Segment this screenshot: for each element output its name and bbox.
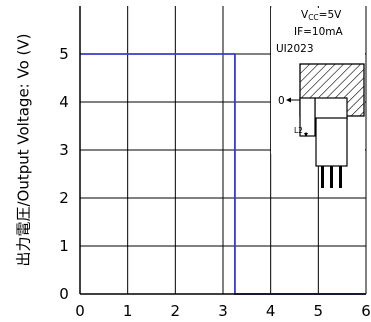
sensor-pin <box>330 166 333 188</box>
y-axis-label: 出力電圧/Output Voltage: Vo (V) <box>15 33 33 266</box>
y-tick-label: 0 <box>59 285 69 303</box>
y-tick-label: 5 <box>59 45 69 63</box>
y-tick-label: 4 <box>59 93 69 111</box>
annotation-if: IF=10mA <box>294 26 344 38</box>
annotation-zero: 0 <box>278 95 285 107</box>
x-tick-labels: 0 1 2 3 4 5 6 <box>75 302 371 320</box>
annotation-l2: L2 <box>294 126 303 135</box>
y-tick-label: 2 <box>59 189 69 207</box>
x-tick-label: 6 <box>361 302 371 320</box>
x-tick-label: 4 <box>266 302 276 320</box>
sensor-pin <box>321 166 324 188</box>
sensor-body <box>316 118 347 166</box>
x-tick-label: 5 <box>314 302 324 320</box>
sensor-pin <box>339 166 342 188</box>
annotation-model: UI2023 <box>276 43 314 55</box>
y-tick-labels: 0 1 2 3 4 5 <box>59 45 69 303</box>
sensor-slot <box>315 98 347 120</box>
y-tick-label: 1 <box>59 237 69 255</box>
annotation-vcc: VCC=5V <box>301 9 342 22</box>
y-tick-label: 3 <box>59 141 69 159</box>
x-tick-label: 3 <box>218 302 228 320</box>
x-tick-label: 0 <box>75 302 85 320</box>
x-tick-label: 1 <box>123 302 133 320</box>
x-tick-label: 2 <box>171 302 181 320</box>
